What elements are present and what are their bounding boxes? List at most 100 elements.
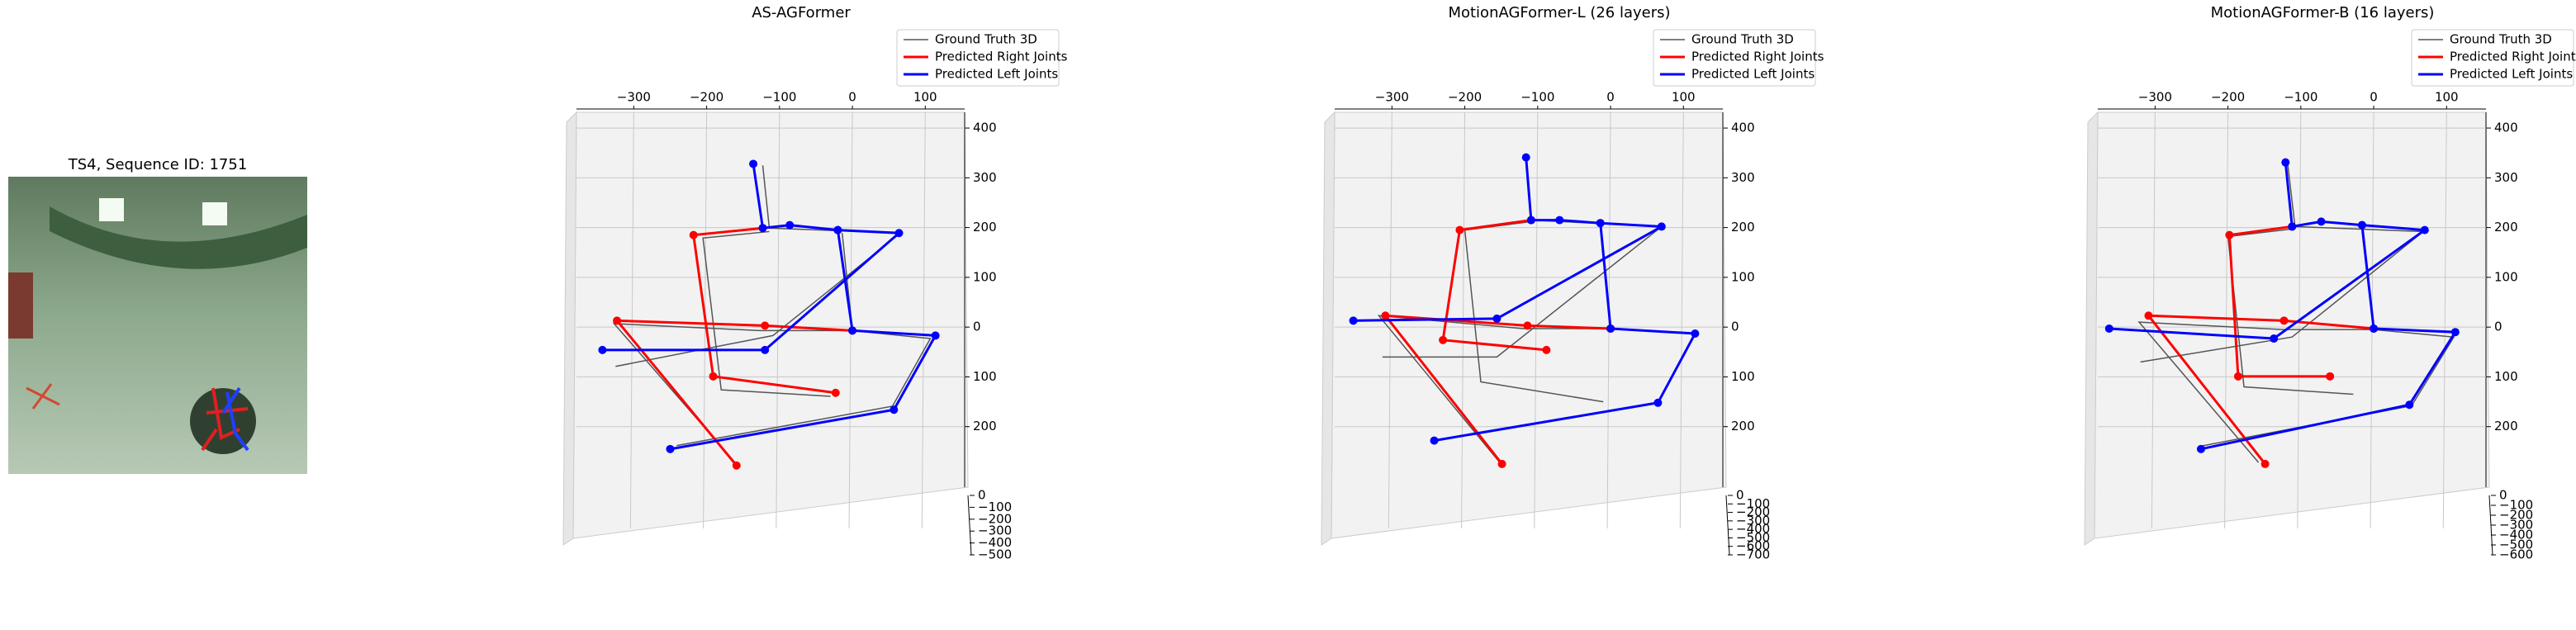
joint	[613, 316, 622, 325]
joint	[1657, 222, 1666, 231]
joint	[732, 461, 741, 470]
joint	[2370, 324, 2379, 333]
joint	[785, 220, 795, 230]
x-tick-label: 0	[2370, 90, 2378, 105]
y-tick-label: 100	[1731, 269, 1755, 284]
x-tick-label: −200	[1448, 90, 1482, 105]
x-tick-label: 100	[1672, 90, 1696, 105]
x-tick-label: −200	[690, 90, 723, 105]
y-tick-label: 400	[2494, 121, 2518, 135]
y-tick-label: 300	[1731, 170, 1755, 185]
z-tick-label: −400	[978, 535, 1012, 550]
z-tick-label: −100	[978, 500, 1012, 514]
pose-line	[614, 226, 853, 467]
x-tick-label: −100	[1520, 90, 1554, 105]
joint	[1691, 329, 1700, 338]
z-tick-label: 0	[978, 488, 986, 503]
panel-title: AS-AGFormer	[752, 4, 851, 21]
joint	[2261, 459, 2270, 468]
pose-line	[1383, 219, 1611, 465]
legend-label: Ground Truth 3D	[935, 32, 1037, 47]
z-tick-label: −200	[978, 511, 1012, 526]
y-tick-label: 200	[2494, 419, 2518, 433]
legend-label: Predicted Left Joints	[1691, 67, 1815, 82]
joint	[2270, 334, 2279, 343]
joint	[2225, 230, 2234, 239]
legend-label: Predicted Right Joints	[2450, 50, 2576, 64]
joint	[1349, 316, 1358, 325]
joint	[931, 331, 940, 340]
y-tick-label: 200	[973, 419, 997, 433]
panel: MotionAGFormer-L (26 layers) −300 −200 −100…	[1321, 4, 1824, 562]
joint	[2281, 158, 2290, 167]
joint	[1523, 321, 1532, 330]
grid-line	[921, 111, 926, 529]
z-tick-label: −700	[1736, 547, 1770, 562]
joint	[2196, 444, 2205, 453]
x-tick-label: −300	[617, 90, 651, 105]
joint	[2279, 316, 2289, 325]
grid-line	[776, 111, 780, 529]
z-tick-label: −400	[1736, 522, 1770, 537]
y-tick-label: 0	[973, 320, 981, 334]
side-pane	[1321, 111, 1335, 546]
x-tick-label: 0	[1606, 90, 1615, 105]
y-tick-label: 200	[2494, 220, 2518, 234]
joint	[1497, 459, 1506, 468]
legend-label: Predicted Left Joints	[935, 67, 1058, 82]
z-tick-label: −500	[2499, 538, 2533, 552]
joint	[1542, 345, 1551, 354]
y-tick-label: 100	[973, 269, 997, 284]
panel-title: MotionAGFormer-B (16 layers)	[2211, 4, 2435, 21]
z-tick-label: −600	[1736, 538, 1770, 553]
x-tick-label: −100	[2284, 90, 2317, 105]
legend-label: Predicted Right Joints	[1691, 50, 1824, 64]
y-tick-label: 200	[1731, 220, 1755, 234]
joint	[848, 326, 857, 335]
y-tick-label: 400	[973, 121, 997, 135]
grid-line	[2442, 111, 2447, 529]
grid-line	[1679, 111, 1684, 529]
legend-label: Predicted Right Joints	[935, 50, 1068, 64]
z-tick-label: −300	[978, 523, 1012, 538]
x-tick-label: 100	[913, 90, 937, 105]
y-tick-label: 100	[2494, 269, 2518, 284]
person	[190, 388, 256, 454]
joint	[2144, 311, 2153, 320]
joint	[1555, 216, 1564, 225]
overlay-left	[221, 386, 249, 452]
light	[202, 202, 227, 225]
joint	[2104, 324, 2113, 333]
joint	[761, 321, 770, 330]
z-tick-label: −300	[1736, 513, 1770, 528]
joint	[2288, 222, 2297, 231]
legend-box	[2411, 29, 2574, 87]
z-tick-label: −100	[1736, 496, 1770, 511]
object	[8, 272, 33, 339]
joint	[1439, 335, 1448, 344]
joint	[1381, 311, 1390, 320]
joint	[598, 345, 607, 354]
image-panel: TS4, Sequence ID: 1751	[8, 156, 307, 474]
joint	[890, 405, 899, 414]
x-tick-label: −200	[2211, 90, 2245, 105]
z-tick-label: −500	[1736, 530, 1770, 545]
floor-mark	[26, 383, 60, 410]
joint	[833, 225, 842, 234]
joint	[2233, 372, 2242, 381]
joint	[749, 159, 758, 168]
image-title: TS4, Sequence ID: 1751	[68, 156, 248, 173]
x-tick-label: −100	[762, 90, 796, 105]
joint	[1455, 225, 1464, 234]
pose-line	[2146, 225, 2374, 465]
legend-label: Ground Truth 3D	[2450, 32, 2552, 47]
joint	[761, 345, 770, 354]
light	[99, 198, 124, 221]
joint	[1526, 216, 1535, 225]
joint	[758, 224, 767, 233]
x-tick-label: 100	[2435, 90, 2459, 105]
joint	[1653, 398, 1663, 407]
z-tick-label: 0	[1736, 488, 1744, 503]
panel-title: MotionAGFormer-L (26 layers)	[1448, 4, 1670, 21]
